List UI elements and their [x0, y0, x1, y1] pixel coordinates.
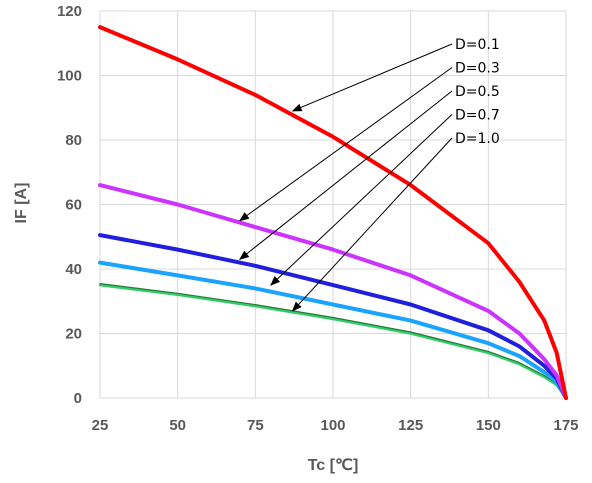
- x-tick-label: 150: [476, 417, 501, 434]
- series-line-d-0-3: [98, 183, 568, 400]
- x-tick-label: 125: [398, 417, 423, 434]
- annotation-arrow: [238, 67, 453, 222]
- annotation-arrow: [291, 137, 453, 312]
- y-tick-label: 100: [57, 68, 82, 85]
- series-line-d-0-7: [98, 260, 568, 400]
- annotation-arrow: [291, 43, 453, 112]
- y-tick-label: 40: [65, 261, 82, 278]
- annotation-label: D=0.5: [455, 84, 500, 100]
- grid: [99, 10, 567, 399]
- series-layer: [98, 25, 568, 400]
- annotation-label: D=1.0: [455, 131, 500, 147]
- y-axis-title: IF [A]: [13, 183, 30, 224]
- tick-labels: 0 20 40 60 80 100 120 25 50 75 100 125 150 175: [57, 3, 579, 434]
- x-tick-label: 50: [169, 417, 186, 434]
- y-tick-label: 20: [65, 326, 82, 343]
- x-tick-label: 75: [247, 417, 264, 434]
- annotation-label: D=0.1: [455, 37, 500, 53]
- annotation-label: D=0.3: [455, 61, 500, 77]
- series-line-d-1-0: [98, 283, 568, 400]
- x-tick-label: 100: [320, 417, 345, 434]
- y-tick-label: 80: [65, 132, 82, 149]
- series-line-d-0-1: [98, 25, 568, 400]
- y-tick-label: 60: [65, 197, 82, 214]
- y-tick-label: 0: [74, 390, 82, 407]
- annotation-arrow: [239, 90, 453, 260]
- y-tick-label: 120: [57, 3, 82, 20]
- annotation-label: D=0.7: [455, 108, 500, 124]
- series-line-d-0-5: [98, 233, 568, 400]
- annotation-arrow: [270, 114, 453, 286]
- annotations: D=0.1 D=0.3 D=0.5 D=0.7 D=1.0: [238, 37, 500, 312]
- x-tick-label: 175: [553, 417, 578, 434]
- x-tick-label: 25: [92, 417, 109, 434]
- x-axis-title: Tc [℃]: [308, 457, 359, 474]
